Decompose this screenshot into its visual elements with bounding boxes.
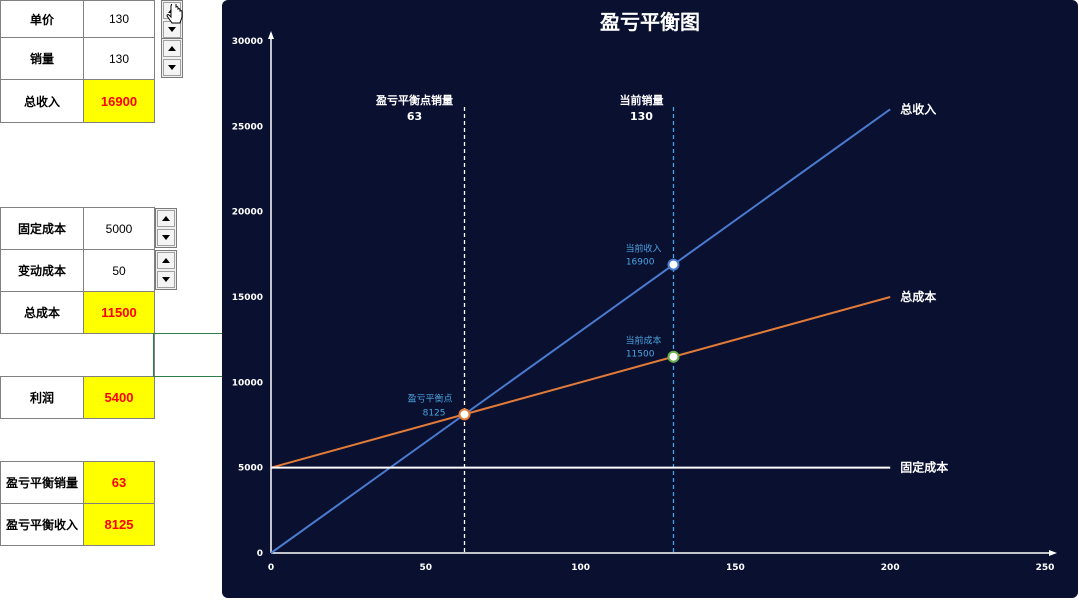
data-point-label: 当前成本	[625, 335, 661, 347]
arrow-up-icon	[162, 258, 170, 263]
series-label: 总收入	[900, 101, 936, 116]
revenue-label: 总收入	[0, 79, 84, 123]
breakeven-chart[interactable]: 盈亏平衡图 0 50 100 150 200 250 0 5000 10000 15000 20000…	[222, 0, 1078, 598]
volume-label: 销量	[0, 37, 84, 80]
var-cost-value-cell[interactable]: 50	[83, 249, 155, 292]
y-tick-label: 0	[257, 549, 263, 559]
volume-spinner[interactable]	[161, 38, 183, 78]
price-value-cell[interactable]: 130	[83, 0, 155, 38]
series-label: 总成本	[900, 289, 936, 304]
volume-value-cell[interactable]: 130	[83, 37, 155, 80]
arrow-up-icon	[168, 46, 176, 51]
total-cost-label: 总成本	[0, 291, 84, 334]
y-axis-arrow	[268, 31, 274, 39]
data-point-label: 当前收入	[625, 243, 661, 255]
empty-cell	[0, 333, 155, 377]
profit-value-cell: 5400	[83, 376, 155, 419]
y-tick-label: 30000	[232, 37, 263, 47]
series-line	[270, 108, 891, 554]
revenue-value-cell: 16900	[83, 79, 155, 123]
var-cost-spinner-down-button[interactable]	[157, 271, 175, 288]
data-point-value: 16900	[626, 258, 655, 268]
y-tick-label: 15000	[232, 293, 263, 303]
data-point-label: 盈亏平衡点	[407, 392, 452, 404]
data-point-value: 8125	[423, 408, 446, 418]
y-tick-label: 5000	[238, 464, 263, 474]
series-line	[270, 296, 891, 469]
data-point-marker	[667, 258, 680, 271]
be-volume-value-cell: 63	[83, 461, 155, 504]
x-tick-label: 250	[1036, 563, 1055, 573]
chart-title: 盈亏平衡图	[599, 10, 700, 34]
connector-line	[153, 333, 154, 377]
var-cost-label: 变动成本	[0, 249, 84, 292]
data-point-marker	[667, 350, 680, 363]
arrow-down-icon	[162, 235, 170, 240]
x-axis-arrow	[1049, 550, 1057, 556]
data-point-marker	[458, 408, 471, 421]
total-cost-value-cell: 11500	[83, 291, 155, 334]
vertical-marker-value: 130	[630, 110, 653, 123]
be-volume-label: 盈亏平衡销量	[0, 461, 84, 504]
fixed-cost-value-cell[interactable]: 5000	[83, 207, 155, 250]
x-tick-label: 50	[420, 563, 433, 573]
var-cost-spinner[interactable]	[155, 250, 177, 290]
vertical-marker-label: 盈亏平衡点销量	[375, 93, 453, 107]
x-tick-label: 150	[726, 563, 745, 573]
fixed-cost-spinner[interactable]	[155, 208, 177, 248]
fixed-cost-spinner-down-button[interactable]	[157, 229, 175, 246]
arrow-down-icon	[168, 27, 176, 32]
connector-line	[153, 376, 223, 377]
chart-svg: 盈亏平衡图 0 50 100 150 200 250 0 5000 10000 15000 20000…	[232, 10, 1057, 573]
volume-spinner-down-button[interactable]	[163, 59, 181, 76]
x-tick-label: 100	[571, 563, 590, 573]
x-tick-label: 200	[881, 563, 900, 573]
series-label: 固定成本	[900, 460, 948, 475]
be-revenue-label: 盈亏平衡收入	[0, 503, 84, 546]
y-tick-label: 20000	[232, 208, 263, 218]
price-spinner-down-button[interactable]	[163, 21, 181, 38]
vertical-marker-label: 当前销量	[619, 93, 663, 107]
var-cost-spinner-up-button[interactable]	[157, 252, 175, 269]
y-tick-label: 25000	[232, 122, 263, 132]
data-point-value: 11500	[626, 350, 655, 360]
arrow-down-icon	[162, 277, 170, 282]
arrow-up-icon	[162, 216, 170, 221]
vertical-marker-value: 63	[407, 110, 422, 123]
hand-cursor-icon	[166, 4, 183, 24]
price-label: 单价	[0, 0, 84, 38]
connector-line	[153, 333, 223, 334]
x-tick-label: 0	[268, 563, 274, 573]
volume-spinner-up-button[interactable]	[163, 40, 181, 57]
be-revenue-value-cell: 8125	[83, 503, 155, 546]
profit-label: 利润	[0, 376, 84, 419]
fixed-cost-label: 固定成本	[0, 207, 84, 250]
arrow-down-icon	[168, 65, 176, 70]
y-tick-label: 10000	[232, 378, 263, 388]
fixed-cost-spinner-up-button[interactable]	[157, 210, 175, 227]
